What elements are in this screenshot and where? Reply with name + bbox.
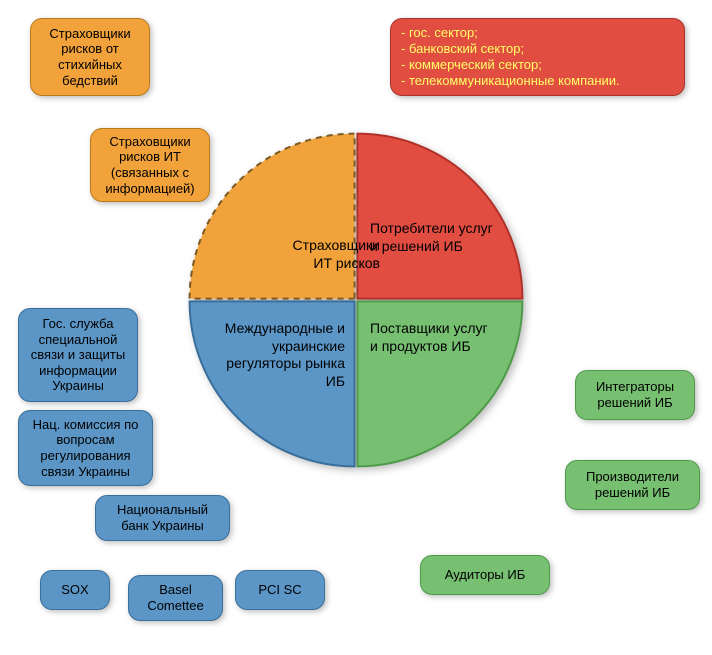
box-blue5-text: Basel Comettee (139, 582, 212, 613)
box-blue2: Нац. комиссия по вопросам регулирования … (18, 410, 153, 486)
box-green1: Интеграторы решений ИБ (575, 370, 695, 420)
box-blue3-text: Национальный банк Украины (106, 502, 219, 533)
box-orange2-text: Страховщики рисков ИТ (связанных с инфор… (101, 134, 199, 196)
box-green2-text: Производители решений ИБ (576, 469, 689, 500)
box-green1-text: Интеграторы решений ИБ (586, 379, 684, 410)
pie-slice-bottom-right (357, 301, 522, 466)
pie-slice-bottom-left (190, 301, 355, 466)
box-blue6-text: PCI SC (258, 582, 301, 598)
diagram-canvas: Потребители услуги решений ИБПоставщики … (0, 0, 712, 655)
box-blue5: Basel Comettee (128, 575, 223, 621)
box-green3-text: Аудиторы ИБ (445, 567, 526, 583)
box-green2: Производители решений ИБ (565, 460, 700, 510)
box-orange1-text: Страховщики рисков от стихийных бедствий (41, 26, 139, 88)
box-blue2-text: Нац. комиссия по вопросам регулирования … (29, 417, 142, 479)
box-blue1: Гос. служба специальной связи и защиты и… (18, 308, 138, 402)
box-orange1: Страховщики рисков от стихийных бедствий (30, 18, 150, 96)
box-blue4-text: SOX (61, 582, 88, 598)
box-red1: - гос. сектор;- банковский сектор;- комм… (390, 18, 685, 96)
box-red1-bullets: - гос. сектор;- банковский сектор;- комм… (401, 25, 674, 90)
box-orange2: Страховщики рисков ИТ (связанных с инфор… (90, 128, 210, 202)
pie-slice-top-left (190, 134, 355, 299)
pie-slice-top-right (357, 134, 522, 299)
box-blue4: SOX (40, 570, 110, 610)
box-blue3: Национальный банк Украины (95, 495, 230, 541)
box-blue6: PCI SC (235, 570, 325, 610)
box-blue1-text: Гос. служба специальной связи и защиты и… (29, 316, 127, 394)
box-green3: Аудиторы ИБ (420, 555, 550, 595)
